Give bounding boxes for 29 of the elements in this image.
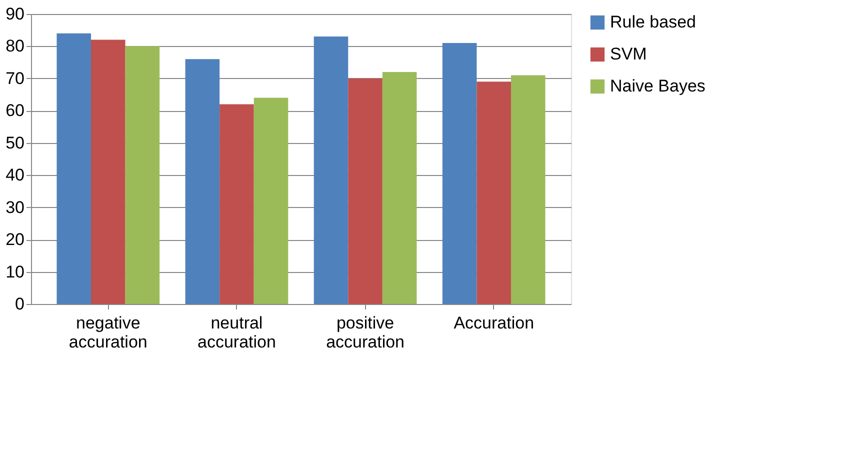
bar (91, 40, 126, 304)
bar (220, 104, 254, 304)
x-tick-label: Accuration (454, 314, 534, 332)
x-tick-label: neutral accuration (197, 314, 276, 352)
bar (348, 78, 382, 304)
y-tick-label: 10 (6, 262, 24, 282)
y-tick-label: 40 (6, 166, 24, 185)
bar (314, 36, 348, 304)
bar (125, 46, 160, 304)
y-tick-label: 20 (6, 230, 24, 250)
y-tick-label: 30 (6, 198, 24, 217)
y-tick-label: 70 (6, 68, 24, 88)
legend-label: SVM (610, 44, 647, 64)
legend-label: Rule based (610, 12, 696, 32)
y-tick-label: 60 (6, 101, 24, 120)
bar (185, 59, 220, 304)
bar (254, 98, 288, 304)
x-tick-label: negative accuration (68, 314, 148, 352)
bar (382, 72, 417, 304)
y-tick-label: 50 (6, 133, 24, 152)
legend-label: Naive Bayes (610, 76, 706, 96)
bar (56, 33, 91, 304)
bar (476, 82, 511, 304)
bar (442, 43, 477, 304)
x-tick-label: positive accuration (326, 314, 405, 352)
y-tick-label: 0 (15, 294, 24, 314)
y-tick-label: 90 (6, 4, 24, 24)
bar (511, 75, 546, 304)
y-tick-label: 80 (6, 36, 24, 56)
